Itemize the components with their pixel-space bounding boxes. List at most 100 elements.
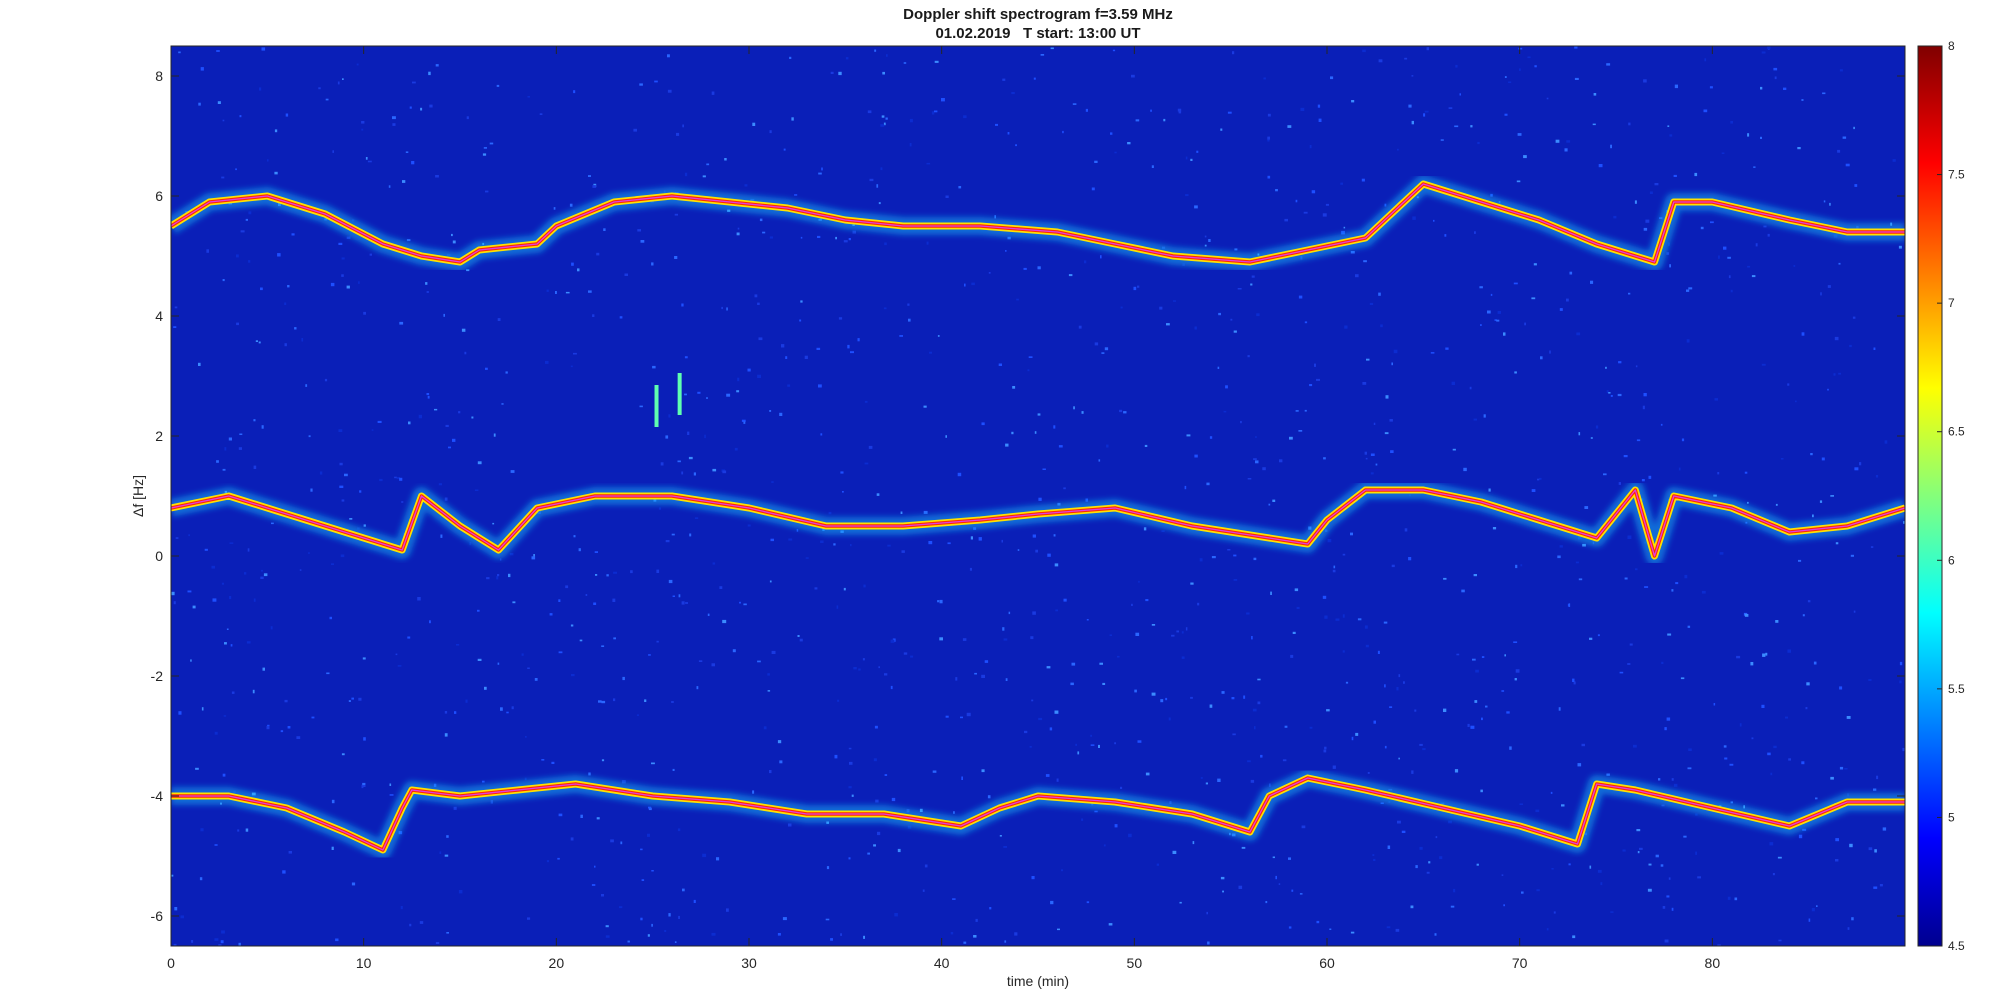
noise-speck	[573, 535, 576, 538]
noise-speck	[1623, 455, 1628, 458]
noise-speck	[651, 762, 655, 765]
noise-speck	[1289, 436, 1293, 440]
trace-3	[171, 769, 1905, 859]
noise-speck	[1197, 602, 1200, 606]
noise-speck	[698, 660, 703, 662]
noise-speck	[392, 123, 396, 126]
noise-speck	[712, 562, 716, 565]
noise-speck	[1100, 255, 1102, 259]
noise-speck	[1903, 521, 1905, 524]
noise-speck	[973, 935, 977, 938]
noise-speck	[1839, 686, 1843, 690]
noise-speck	[1678, 467, 1681, 471]
noise-speck	[897, 848, 901, 853]
noise-speck	[1206, 911, 1208, 915]
noise-speck	[998, 363, 1002, 366]
noise-speck	[426, 393, 430, 396]
noise-speck	[1603, 473, 1607, 476]
noise-speck	[734, 447, 738, 451]
noise-speck	[1131, 603, 1133, 606]
noise-speck	[214, 938, 219, 941]
noise-speck	[1161, 530, 1165, 532]
noise-speck	[1207, 941, 1210, 945]
noise-speck	[1821, 457, 1825, 461]
noise-speck	[1822, 92, 1826, 95]
noise-speck	[1344, 325, 1348, 329]
noise-speck	[541, 759, 545, 761]
noise-speck	[858, 668, 861, 671]
noise-speck	[1561, 804, 1565, 807]
noise-speck	[1635, 365, 1638, 368]
noise-speck	[346, 236, 351, 239]
noise-speck	[1474, 700, 1478, 703]
noise-speck	[1232, 733, 1236, 736]
noise-speck	[1234, 248, 1238, 251]
noise-speck	[622, 676, 625, 681]
noise-speck	[1854, 184, 1858, 187]
noise-speck	[685, 602, 688, 604]
noise-speck	[1812, 514, 1814, 518]
noise-speck	[444, 733, 448, 737]
noise-speck	[1834, 336, 1839, 341]
noise-speck	[1223, 410, 1227, 413]
noise-speck	[1835, 542, 1839, 545]
noise-speck	[837, 699, 840, 702]
noise-speck	[1090, 744, 1095, 746]
noise-speck	[1724, 757, 1728, 760]
noise-speck	[1535, 809, 1540, 813]
noise-speck	[546, 860, 549, 863]
noise-speck	[211, 565, 215, 569]
noise-speck	[1480, 324, 1482, 326]
noise-speck	[1330, 76, 1334, 80]
noise-speck	[1027, 369, 1030, 372]
noise-speck	[1109, 634, 1112, 636]
noise-speck	[1454, 769, 1459, 773]
noise-speck	[769, 580, 772, 583]
noise-speck	[1220, 876, 1225, 880]
noise-speck	[682, 888, 685, 892]
noise-speck	[1342, 650, 1345, 653]
noise-speck	[955, 677, 958, 681]
noise-speck	[1268, 503, 1271, 506]
noise-speck	[361, 121, 365, 124]
noise-speck	[284, 343, 287, 347]
noise-speck	[1497, 311, 1501, 314]
noise-speck	[605, 935, 610, 938]
noise-speck	[1204, 244, 1207, 247]
noise-speck	[1655, 854, 1659, 858]
noise-speck	[396, 477, 401, 480]
noise-speck	[260, 287, 263, 291]
noise-speck	[688, 456, 693, 460]
noise-speck	[1393, 349, 1398, 354]
noise-speck	[218, 944, 222, 946]
noise-speck	[212, 598, 217, 602]
noise-speck	[1787, 649, 1791, 653]
noise-speck	[244, 572, 247, 575]
noise-speck	[1295, 199, 1298, 203]
noise-speck	[508, 573, 511, 578]
noise-speck	[1673, 174, 1677, 177]
noise-speck	[1386, 926, 1391, 929]
noise-speck	[1363, 260, 1367, 263]
noise-speck	[1292, 631, 1296, 634]
noise-speck	[1151, 165, 1154, 168]
noise-speck	[198, 362, 201, 366]
noise-speck	[1003, 638, 1008, 641]
noise-speck	[1805, 707, 1808, 710]
noise-speck	[1185, 627, 1188, 631]
noise-speck	[876, 493, 880, 496]
noise-speck	[1686, 289, 1690, 292]
noise-speck	[769, 410, 772, 412]
noise-speck	[1031, 876, 1035, 880]
noise-speck	[1108, 923, 1113, 926]
noise-speck	[418, 414, 422, 419]
noise-speck	[767, 690, 771, 692]
noise-speck	[937, 600, 940, 603]
noise-speck	[1251, 636, 1253, 640]
noise-speck	[613, 637, 616, 640]
noise-speck	[1085, 498, 1088, 502]
noise-speck	[427, 395, 430, 399]
noise-speck	[236, 254, 239, 258]
noise-speck	[1815, 797, 1818, 800]
